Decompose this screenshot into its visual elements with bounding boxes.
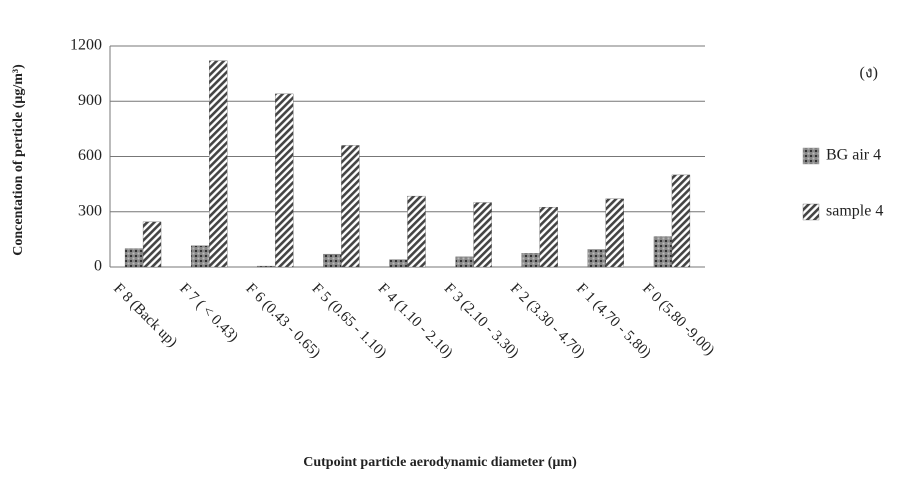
bar [389,259,408,268]
x-tick-label: F 7 ( < 0.43) [176,281,241,346]
legend-swatch [802,203,820,221]
bar [407,195,426,268]
y-axis-title: Concentation of perticle (µg/m³) [11,64,26,256]
x-axis-title: Cutpoint particle aerodynamic diameter (… [303,455,577,470]
y-tick-label: 0 [94,258,102,275]
x-tick-label: F 8 (Back up) [110,281,180,351]
bar [341,145,360,268]
bar [539,206,558,268]
bar [455,256,474,268]
y-tick-label: 1200 [70,37,102,54]
bar [275,93,294,268]
legend-swatch [802,147,820,165]
y-tick-label: 300 [78,202,102,219]
bar [587,249,606,268]
bar [209,60,228,268]
bar [521,253,540,268]
bar [191,245,210,268]
bar [257,265,276,268]
bar [671,174,691,268]
y-tick-label: 600 [78,147,102,164]
bar [142,221,162,268]
bar [605,198,624,268]
bar [124,248,144,268]
bar [473,202,492,268]
bar [323,253,342,268]
legend-label: BG air 4 [826,147,881,164]
legend-label: sample 4 [826,203,883,220]
annotation: (ง) [860,65,878,82]
y-tick-label: 900 [78,92,102,109]
bar [653,236,673,268]
